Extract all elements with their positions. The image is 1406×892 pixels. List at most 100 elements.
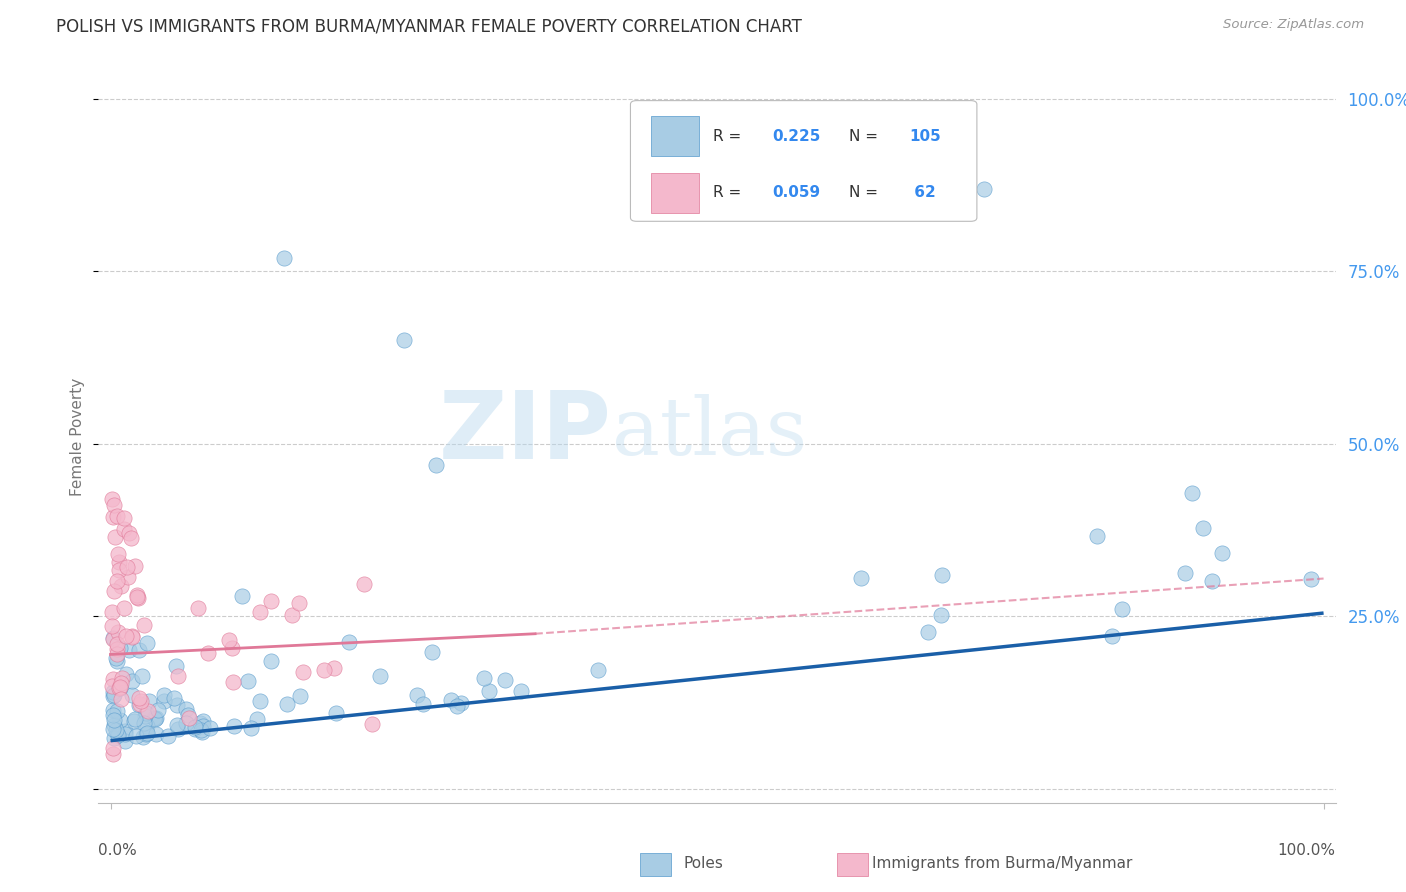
- Point: [108, 714, 131, 728]
- Point: [394, 334, 416, 348]
- Text: ZIP: ZIP: [439, 387, 612, 479]
- Point: [249, 693, 271, 707]
- Point: [103, 731, 125, 746]
- Point: [477, 684, 499, 698]
- Text: Poles: Poles: [683, 856, 723, 871]
- Point: [184, 723, 207, 737]
- Point: [191, 724, 214, 739]
- Text: Immigrants from Burma/Myanmar: Immigrants from Burma/Myanmar: [872, 856, 1132, 871]
- Point: [105, 654, 128, 668]
- Text: N =: N =: [849, 128, 883, 144]
- Point: [323, 661, 346, 675]
- Point: [129, 697, 152, 711]
- Point: [167, 668, 190, 682]
- Point: [112, 601, 135, 615]
- Point: [112, 511, 135, 525]
- Point: [101, 703, 124, 717]
- Point: [131, 669, 153, 683]
- Point: [101, 690, 124, 704]
- Point: [494, 673, 516, 687]
- Point: [108, 640, 131, 655]
- Point: [249, 605, 271, 619]
- Point: [124, 559, 146, 574]
- Point: [107, 556, 129, 570]
- Point: [312, 663, 335, 677]
- Point: [420, 645, 443, 659]
- Point: [145, 711, 167, 725]
- Point: [107, 624, 129, 639]
- Point: [101, 684, 124, 698]
- Point: [121, 629, 143, 643]
- Point: [446, 699, 468, 714]
- Point: [131, 694, 153, 708]
- Point: [121, 688, 143, 702]
- Point: [100, 619, 122, 633]
- Point: [128, 691, 150, 706]
- Point: [259, 593, 281, 607]
- Point: [193, 714, 215, 728]
- Point: [138, 704, 160, 718]
- Point: [240, 722, 263, 736]
- Point: [197, 646, 219, 660]
- Point: [1191, 520, 1213, 534]
- Point: [110, 579, 132, 593]
- Point: [134, 709, 156, 723]
- Point: [1173, 566, 1195, 580]
- Point: [107, 726, 129, 740]
- Text: R =: R =: [713, 128, 747, 144]
- Point: [108, 563, 131, 577]
- Text: 0.225: 0.225: [773, 128, 821, 144]
- Point: [1301, 572, 1323, 586]
- Point: [224, 719, 246, 733]
- Point: [100, 605, 122, 619]
- Point: [153, 694, 176, 708]
- Point: [145, 726, 167, 740]
- Point: [190, 723, 212, 737]
- Text: POLISH VS IMMIGRANTS FROM BURMA/MYANMAR FEMALE POVERTY CORRELATION CHART: POLISH VS IMMIGRANTS FROM BURMA/MYANMAR …: [56, 18, 801, 36]
- Point: [103, 747, 125, 761]
- Point: [101, 672, 124, 686]
- Point: [101, 632, 124, 647]
- Point: [1211, 546, 1233, 560]
- Point: [103, 708, 125, 723]
- Text: Source: ZipAtlas.com: Source: ZipAtlas.com: [1223, 18, 1364, 31]
- Point: [115, 560, 138, 574]
- Y-axis label: Female Poverty: Female Poverty: [70, 378, 86, 496]
- Point: [929, 608, 952, 623]
- Point: [117, 570, 139, 584]
- Point: [145, 712, 167, 726]
- Point: [103, 498, 125, 512]
- Point: [187, 600, 209, 615]
- Point: [292, 665, 315, 680]
- Point: [1201, 574, 1223, 588]
- Point: [135, 727, 157, 741]
- Point: [127, 590, 149, 604]
- Point: [198, 721, 221, 735]
- Point: [128, 698, 150, 712]
- Point: [122, 714, 145, 728]
- Point: [509, 684, 531, 698]
- Point: [127, 588, 149, 602]
- Point: [121, 630, 143, 644]
- Point: [136, 726, 159, 740]
- Point: [406, 688, 429, 702]
- Point: [177, 711, 200, 725]
- Point: [115, 630, 138, 644]
- Point: [236, 673, 259, 688]
- Point: [412, 697, 434, 711]
- FancyBboxPatch shape: [651, 173, 699, 213]
- Point: [103, 584, 125, 599]
- Point: [177, 708, 200, 723]
- Point: [163, 690, 186, 705]
- Point: [281, 607, 304, 622]
- Point: [174, 701, 197, 715]
- Point: [107, 728, 129, 742]
- Point: [108, 681, 131, 696]
- Point: [118, 526, 141, 541]
- Point: [111, 672, 134, 686]
- Point: [337, 635, 360, 649]
- Point: [931, 568, 953, 582]
- Point: [166, 698, 188, 712]
- Text: 0.059: 0.059: [773, 186, 821, 200]
- Point: [104, 723, 127, 737]
